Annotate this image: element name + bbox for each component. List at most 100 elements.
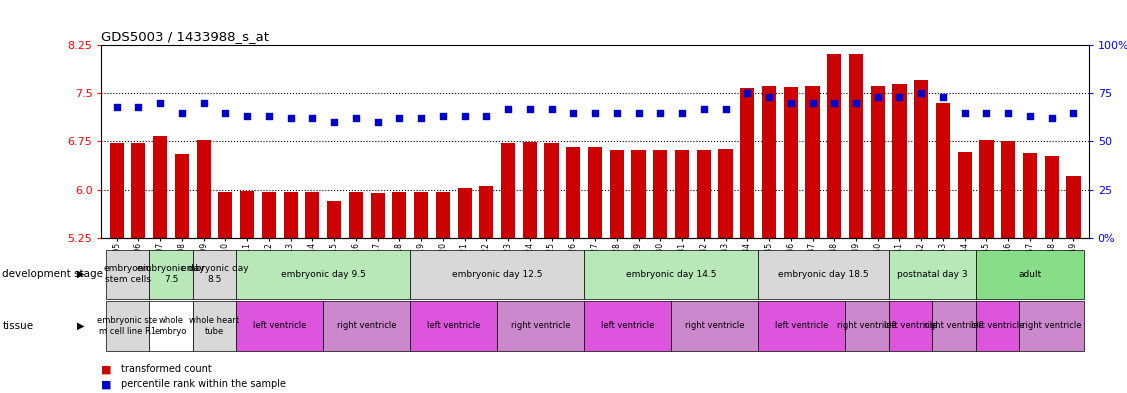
Bar xyxy=(523,142,536,238)
Text: right ventricle: right ventricle xyxy=(1022,321,1082,331)
Text: embryonic day 9.5: embryonic day 9.5 xyxy=(281,270,365,279)
Point xyxy=(238,113,256,119)
Bar xyxy=(284,191,298,238)
Bar xyxy=(783,87,798,238)
Text: left ventricle: left ventricle xyxy=(427,321,480,331)
Point xyxy=(607,109,625,116)
Bar xyxy=(348,191,363,238)
Bar xyxy=(654,151,667,238)
Text: left ventricle: left ventricle xyxy=(884,321,937,331)
Point xyxy=(1021,113,1039,119)
Bar xyxy=(175,154,189,238)
Bar xyxy=(588,147,602,238)
Bar xyxy=(719,149,733,238)
Bar xyxy=(153,136,167,238)
Bar xyxy=(871,86,885,238)
Bar xyxy=(696,150,711,238)
Text: left ventricle: left ventricle xyxy=(775,321,828,331)
Point xyxy=(347,115,365,121)
Point xyxy=(260,113,278,119)
Point xyxy=(216,109,234,116)
Point xyxy=(869,94,887,100)
Point xyxy=(630,109,648,116)
Text: whole
embryo: whole embryo xyxy=(154,316,187,336)
Text: tissue: tissue xyxy=(2,321,34,331)
Text: ■: ■ xyxy=(101,379,112,389)
Point xyxy=(1042,115,1061,121)
Text: left ventricle: left ventricle xyxy=(601,321,655,331)
Point xyxy=(412,115,431,121)
Bar xyxy=(305,191,319,238)
Point xyxy=(804,100,822,106)
Point xyxy=(499,106,517,112)
Bar xyxy=(479,186,494,238)
Point xyxy=(782,100,800,106)
Text: ▶: ▶ xyxy=(78,269,85,279)
Point xyxy=(172,109,190,116)
Bar xyxy=(827,53,842,238)
Text: right ventricle: right ventricle xyxy=(924,321,984,331)
Bar xyxy=(935,103,950,238)
Point xyxy=(760,94,778,100)
Point xyxy=(542,106,560,112)
Bar xyxy=(458,188,471,238)
Point xyxy=(108,104,126,110)
Point xyxy=(848,100,866,106)
Bar xyxy=(675,151,689,238)
Bar xyxy=(327,201,341,238)
Bar xyxy=(1045,156,1058,238)
Text: embryonic
stem cells: embryonic stem cells xyxy=(104,264,152,284)
Text: GDS5003 / 1433988_s_at: GDS5003 / 1433988_s_at xyxy=(101,29,269,42)
Point xyxy=(565,109,583,116)
Point xyxy=(717,106,735,112)
Point xyxy=(151,100,169,106)
Point xyxy=(825,100,843,106)
Text: embryonic day 14.5: embryonic day 14.5 xyxy=(625,270,717,279)
Point xyxy=(455,113,473,119)
Bar xyxy=(849,53,863,238)
Bar xyxy=(740,88,754,238)
Text: embryonic day
8.5: embryonic day 8.5 xyxy=(180,264,248,284)
Bar xyxy=(219,191,232,238)
Bar xyxy=(958,152,971,238)
Bar xyxy=(610,150,624,238)
Text: whole heart
tube: whole heart tube xyxy=(189,316,240,336)
Bar xyxy=(109,143,124,238)
Point xyxy=(673,109,691,116)
Text: embryonic day 18.5: embryonic day 18.5 xyxy=(778,270,869,279)
Text: percentile rank within the sample: percentile rank within the sample xyxy=(121,379,285,389)
Text: postnatal day 3: postnatal day 3 xyxy=(897,270,967,279)
Point xyxy=(651,109,669,116)
Bar xyxy=(1001,141,1015,238)
Point xyxy=(977,109,995,116)
Point xyxy=(586,109,604,116)
Bar xyxy=(132,143,145,238)
Point xyxy=(195,100,213,106)
Text: left ventricle: left ventricle xyxy=(254,321,307,331)
Point xyxy=(390,115,408,121)
Bar xyxy=(240,191,255,238)
Point xyxy=(912,90,930,96)
Point xyxy=(521,106,539,112)
Text: ▶: ▶ xyxy=(78,321,85,331)
Point xyxy=(282,115,300,121)
Point xyxy=(738,90,756,96)
Point xyxy=(890,94,908,100)
Text: transformed count: transformed count xyxy=(121,364,212,375)
Bar xyxy=(566,147,580,238)
Text: development stage: development stage xyxy=(2,269,104,279)
Bar xyxy=(371,193,384,238)
Bar xyxy=(392,191,407,238)
Text: left ventricle: left ventricle xyxy=(970,321,1024,331)
Point xyxy=(1064,109,1082,116)
Point xyxy=(130,104,148,110)
Bar xyxy=(1023,153,1037,238)
Bar xyxy=(261,192,276,238)
Point xyxy=(1000,109,1018,116)
Bar xyxy=(893,84,906,238)
Point xyxy=(434,113,452,119)
Point xyxy=(369,119,387,125)
Text: embryonic day 12.5: embryonic day 12.5 xyxy=(452,270,542,279)
Text: right ventricle: right ventricle xyxy=(837,321,897,331)
Bar xyxy=(806,86,819,238)
